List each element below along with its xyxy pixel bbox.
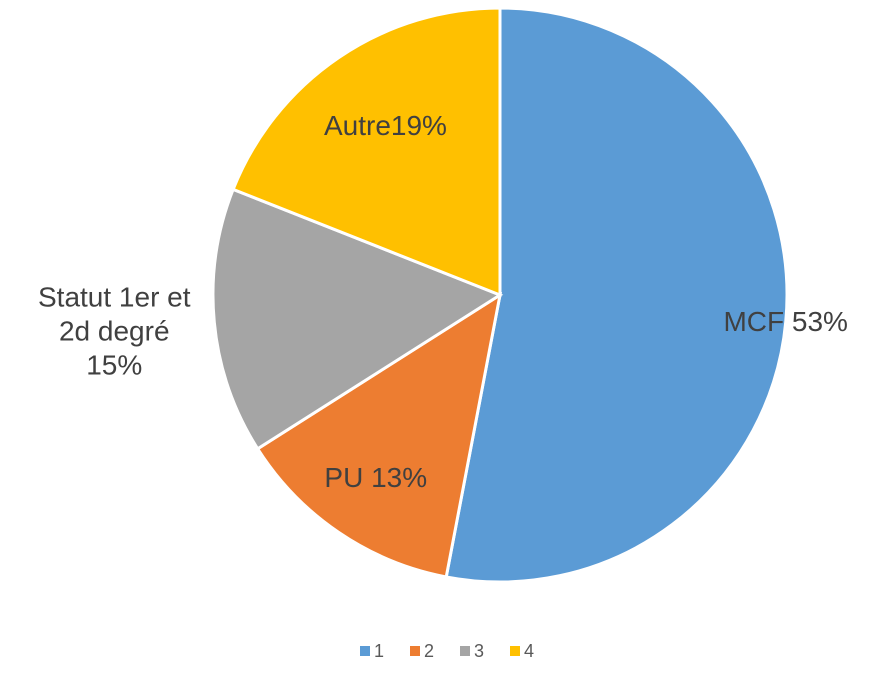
data-label: Statut 1er et 2d degré 15%	[37, 282, 191, 381]
data-label: PU 13%	[324, 461, 428, 493]
legend-label: 3	[474, 641, 484, 661]
pie-slice	[231, 6, 502, 298]
pie-slice	[444, 6, 789, 584]
legend-swatch	[510, 646, 520, 656]
legend-swatch	[410, 646, 420, 656]
data-label: Autre19%	[323, 110, 447, 142]
pie-slice	[211, 187, 504, 451]
legend-swatch	[360, 646, 370, 656]
legend-label: 1	[374, 641, 384, 661]
legend-label: 4	[524, 641, 534, 661]
data-label: MCF 53%	[723, 306, 848, 338]
legend-swatch	[460, 646, 470, 656]
legend-label: 2	[424, 641, 434, 661]
pie-slice	[255, 291, 503, 579]
